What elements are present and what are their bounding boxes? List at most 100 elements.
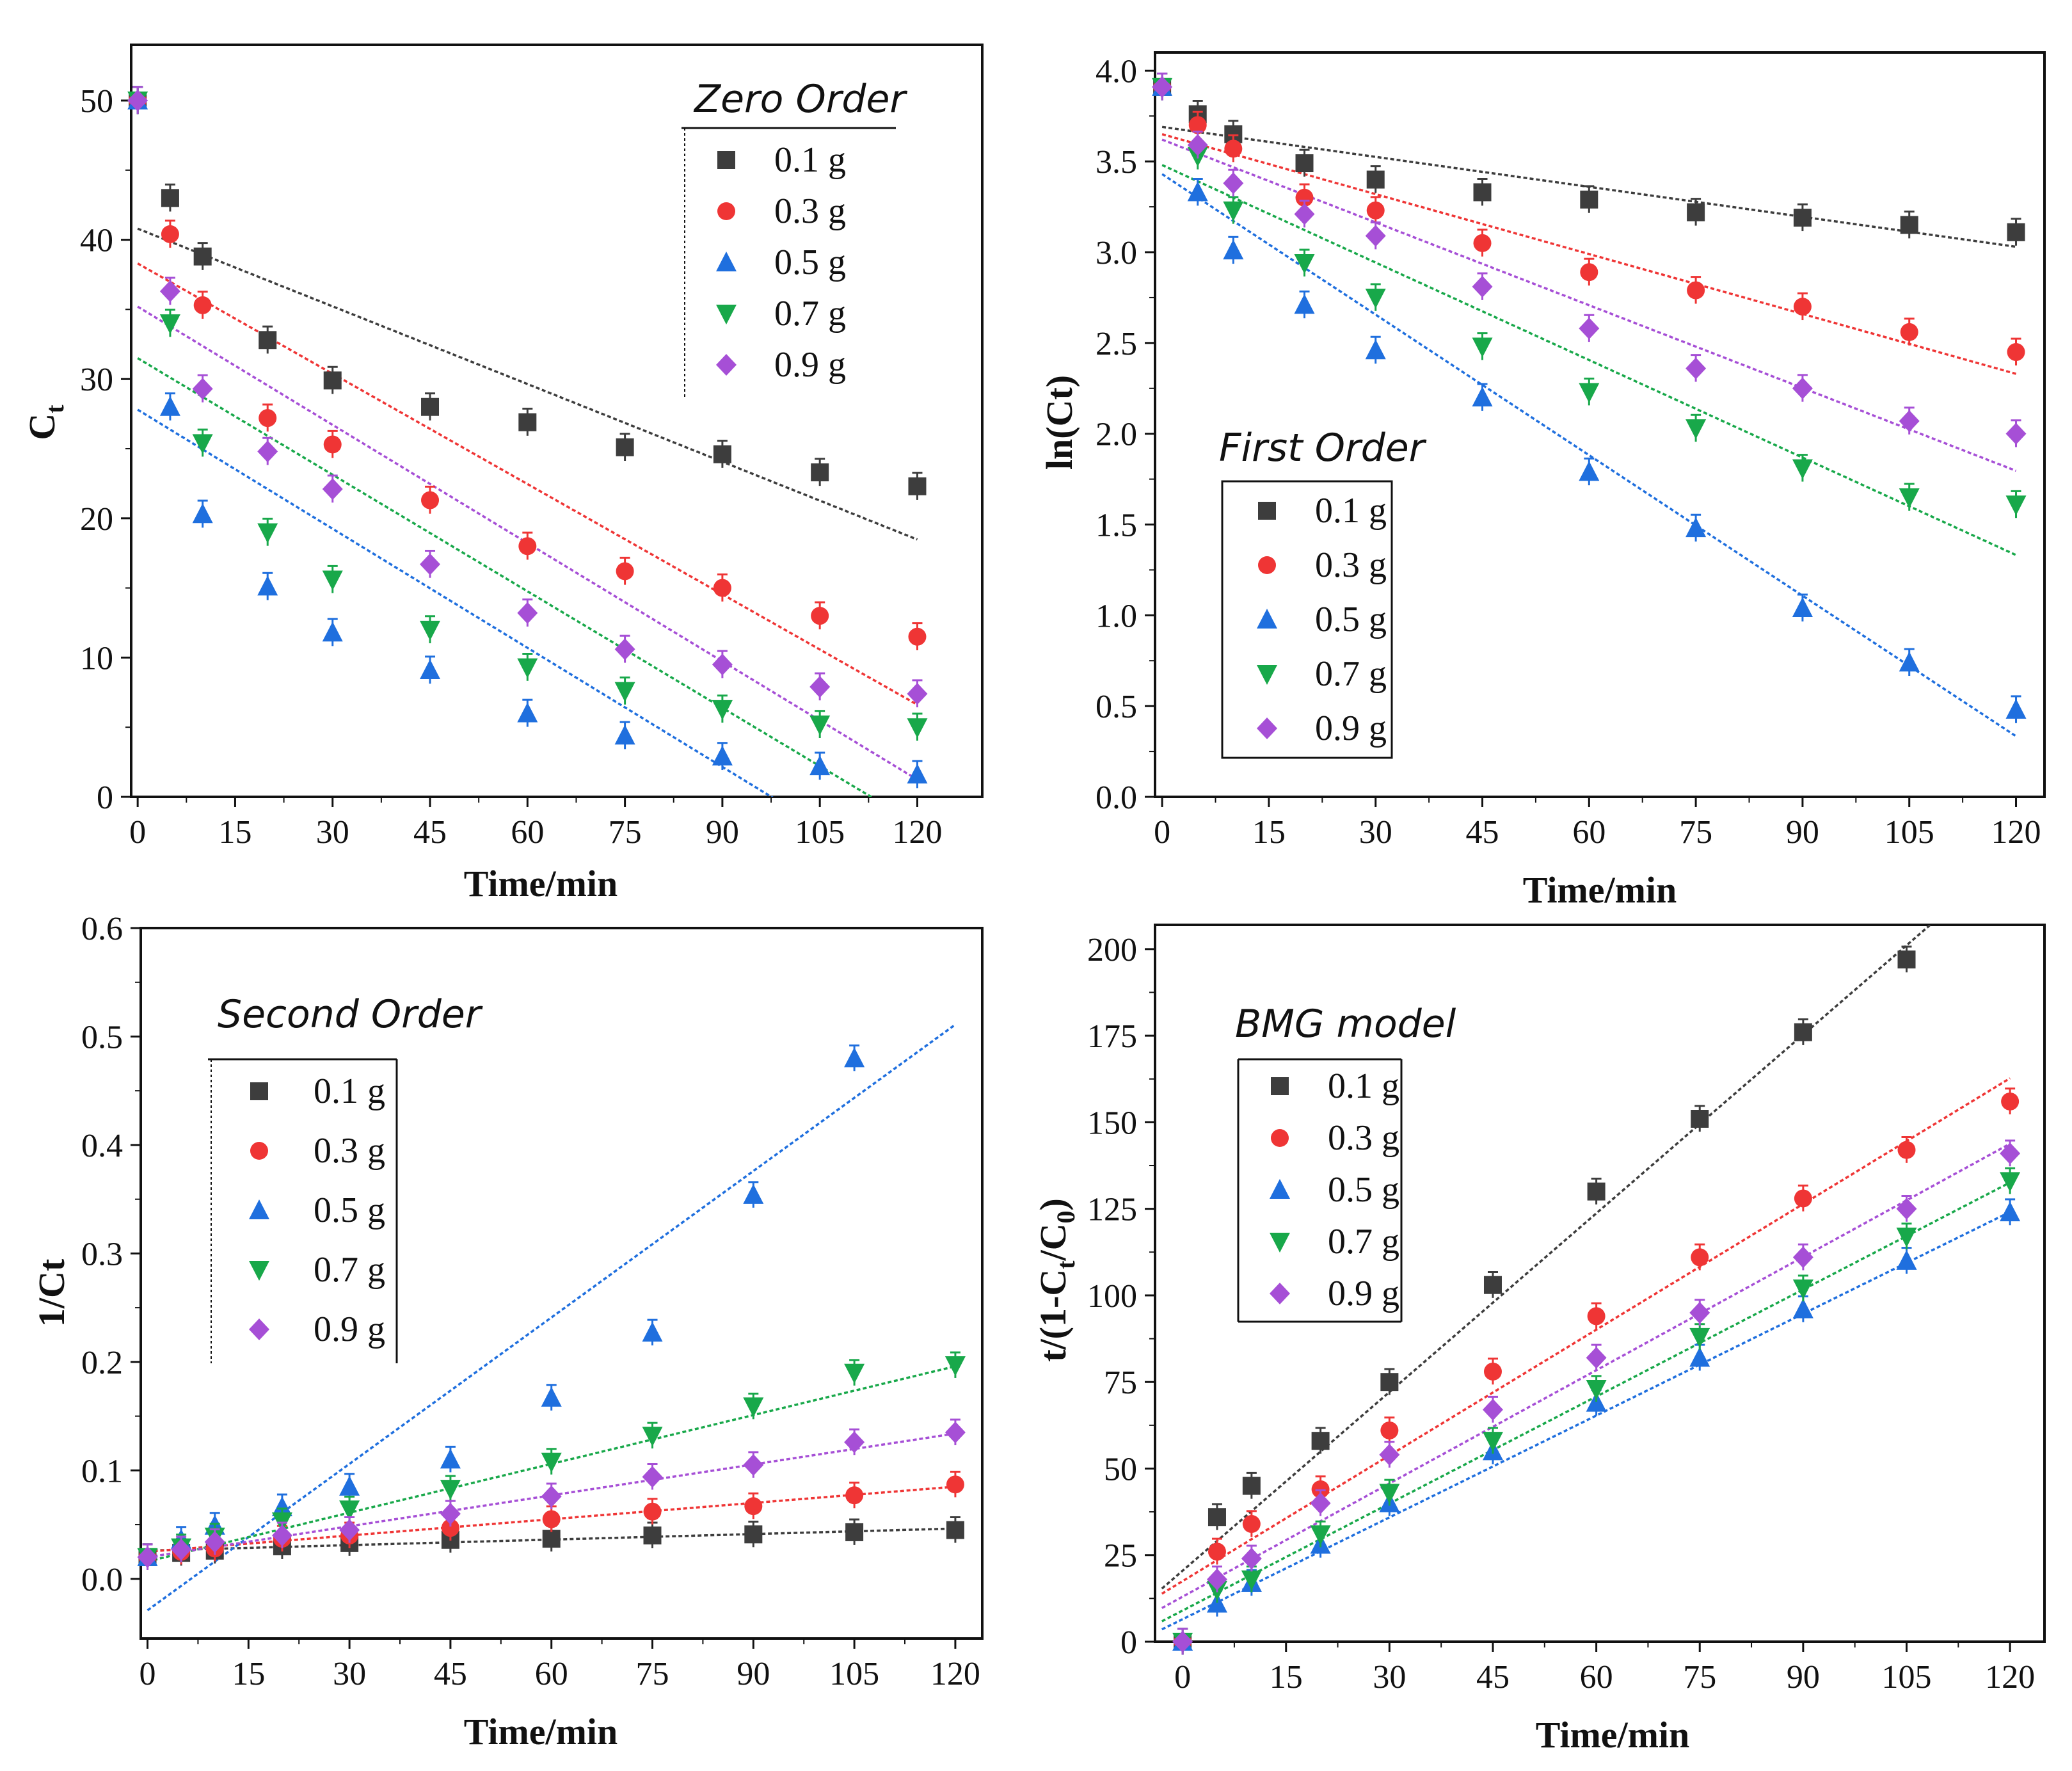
- x-tick-label: 75: [1679, 814, 1712, 851]
- data-point-0.9g: [1172, 1631, 1193, 1653]
- data-point-0.3g: [1366, 201, 1385, 220]
- data-point-0.9g: [440, 1503, 461, 1525]
- legend-label: 0.9 g: [1328, 1274, 1399, 1313]
- data-point-0.3g: [1794, 1189, 1812, 1208]
- data-point-0.7g: [712, 700, 733, 720]
- x-tick-label: 0: [1154, 814, 1170, 851]
- x-axis-title: Time/min: [464, 863, 618, 904]
- data-point-0.1g: [323, 371, 342, 390]
- x-tick-label: 45: [413, 814, 447, 851]
- legend-marker-0.3g: [717, 202, 735, 220]
- plot-marks: 0 15 30 45 60 75 90 105 120 0.0 0.1 0.2 0.3 0.4 0.5 0.6: [81, 911, 980, 1692]
- data-point-0.7g: [642, 1427, 663, 1447]
- y-axis-title: t/(1-Ct/C0): [1032, 1198, 1080, 1362]
- y-tick-label: 10: [80, 640, 113, 677]
- data-point-0.3g: [1793, 298, 1812, 316]
- y-tick-label: 20: [80, 501, 113, 538]
- data-point-0.3g: [616, 562, 634, 581]
- data-point-0.5g: [1579, 461, 1600, 481]
- data-point-0.9g: [1899, 410, 1920, 432]
- y-tick-label: 175: [1087, 1018, 1137, 1055]
- data-point-0.3g: [1188, 116, 1207, 134]
- data-point-0.1g: [1900, 216, 1918, 234]
- data-point-0.1g: [1580, 190, 1598, 209]
- panel-first-order: 0 15 30 45 60 75 90 105 120 0.0 0.5 1.0 1.5 2.0 2.5 3.0…: [1039, 51, 2046, 911]
- data-point-0.9g: [517, 602, 538, 624]
- data-point-0.1g: [713, 445, 731, 463]
- data-point-0.7g: [1586, 1380, 1607, 1400]
- data-point-0.1g: [1242, 1477, 1261, 1495]
- y-tick-label: 0.3: [81, 1236, 123, 1272]
- x-tick-label: 90: [1786, 814, 1819, 851]
- data-point-0.1g: [2007, 223, 2025, 241]
- data-point-0.3g: [542, 1510, 561, 1528]
- data-point-0.1g: [259, 331, 277, 349]
- x-tick-label: 60: [511, 814, 544, 851]
- data-point-0.1g: [845, 1523, 864, 1541]
- data-point-0.7g: [1223, 201, 1244, 221]
- x-tick-label: 60: [1580, 1659, 1613, 1695]
- legend-marker-0.1g: [1258, 502, 1276, 520]
- data-point-0.3g: [421, 491, 440, 509]
- legend-label: 0.7 g: [1315, 654, 1387, 694]
- data-point-0.5g: [1223, 239, 1244, 260]
- x-tick-label: 105: [795, 814, 845, 851]
- x-tick-label: 120: [892, 814, 942, 851]
- y-tick-label: 1.0: [1096, 598, 1137, 634]
- data-point-0.9g: [1579, 317, 1600, 340]
- plot-marks: 0 15 30 45 60 75 90 105 120 0 10 20 30 40 50: [80, 83, 942, 851]
- legend-marker-0.7g: [1270, 1233, 1290, 1253]
- data-point-0.1g: [1380, 1373, 1399, 1391]
- data-point-0.3g: [2007, 343, 2025, 362]
- data-point-0.5g: [844, 1047, 865, 1068]
- plot-frame: [1154, 924, 2046, 1643]
- data-point-0.7g: [1899, 488, 1920, 508]
- data-point-0.3g: [643, 1502, 662, 1521]
- data-point-0.3g: [1207, 1543, 1226, 1561]
- data-point-0.5g: [257, 575, 278, 596]
- data-point-0.7g: [1896, 1227, 1917, 1247]
- legend-label: 0.1 g: [774, 140, 846, 180]
- x-tick-label: 90: [1787, 1659, 1820, 1695]
- y-tick-label: 150: [1087, 1105, 1137, 1141]
- legend-marker-0.1g: [250, 1082, 268, 1100]
- data-point-0.5g: [541, 1386, 562, 1407]
- data-point-0.9g: [420, 553, 441, 575]
- data-point-0.5g: [159, 396, 180, 416]
- data-point-0.9g: [257, 440, 278, 463]
- fit-line-0.5g: [1161, 1210, 2011, 1631]
- x-tick-label: 120: [930, 1656, 980, 1692]
- data-point-0.3g: [713, 579, 731, 597]
- x-tick-label: 75: [1683, 1659, 1716, 1695]
- data-point-0.7g: [2000, 1172, 2021, 1192]
- legend-label: 0.1 g: [314, 1071, 385, 1111]
- data-point-0.9g: [844, 1431, 865, 1454]
- data-point-0.5g: [517, 702, 538, 723]
- data-point-0.1g: [518, 413, 537, 431]
- fit-line-0.9g: [1161, 1142, 2011, 1609]
- legend-marker-0.3g: [1258, 556, 1276, 574]
- x-tick-label: 60: [535, 1656, 568, 1692]
- legend-title: First Order: [1219, 426, 1427, 470]
- data-point-0.3g: [193, 296, 212, 314]
- data-point-0.9g: [2005, 422, 2027, 445]
- legend-title: Second Order: [218, 992, 483, 1037]
- data-point-0.9g: [159, 280, 180, 303]
- y-tick-label: 25: [1104, 1538, 1137, 1575]
- legend-label: 0.5 g: [1328, 1170, 1399, 1210]
- data-point-0.3g: [744, 1497, 763, 1516]
- data-point-0.9g: [1792, 377, 1813, 399]
- x-tick-label: 90: [706, 814, 739, 851]
- legend-marker-0.1g: [1271, 1077, 1289, 1095]
- x-axis-title: Time/min: [1523, 869, 1677, 911]
- data-point-0.7g: [743, 1397, 764, 1418]
- data-point-0.1g: [1587, 1182, 1606, 1201]
- data-point-0.9g: [712, 653, 733, 676]
- data-point-0.5g: [2000, 1201, 2021, 1222]
- x-tick-label: 105: [1881, 1659, 1931, 1695]
- legend-title: BMG model: [1235, 1002, 1456, 1046]
- y-tick-label: 200: [1087, 932, 1137, 968]
- legend-marker-0.5g: [249, 1199, 269, 1219]
- data-point-0.1g: [1794, 1023, 1812, 1041]
- data-point-0.9g: [1482, 1398, 1503, 1421]
